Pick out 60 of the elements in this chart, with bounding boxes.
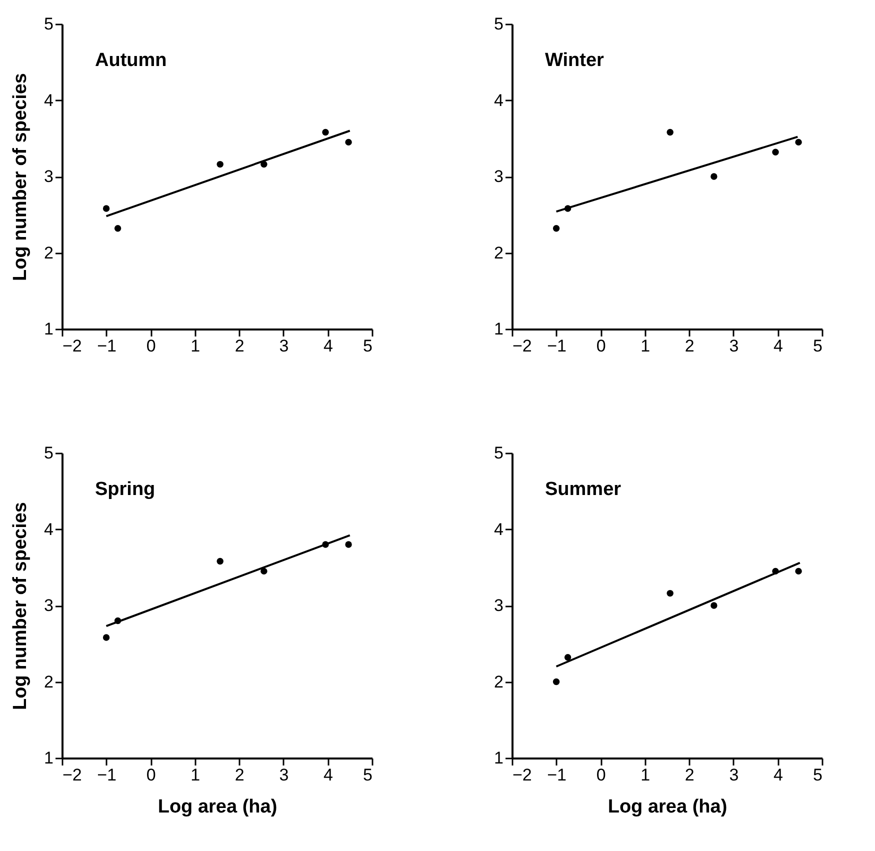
x-tick-label: 1 xyxy=(640,766,650,784)
x-tick-label: −1 xyxy=(547,336,566,356)
x-tick-label: 5 xyxy=(813,336,822,356)
x-tick-label: 4 xyxy=(323,766,333,784)
y-axis-title: Log number of species xyxy=(10,73,32,281)
y-tick-label: 3 xyxy=(44,596,54,615)
y-tick-label: 5 xyxy=(494,14,504,34)
x-tick-label: 4 xyxy=(323,336,333,356)
x-tick-label: −2 xyxy=(62,766,82,784)
y-tick-label: 1 xyxy=(494,320,504,338)
x-tick-label: 4 xyxy=(773,336,783,356)
x-tick-label: 5 xyxy=(363,336,372,356)
x-tick-label: 0 xyxy=(596,766,606,784)
text: Spring xyxy=(95,479,156,500)
y-tick-label: 5 xyxy=(44,14,54,34)
x-tick-label: 0 xyxy=(146,766,156,784)
x-tick-label: 2 xyxy=(234,336,244,356)
x-tick-label: −2 xyxy=(62,336,82,356)
x-tick-label: 4 xyxy=(773,766,783,784)
x-tick-label: 5 xyxy=(813,766,822,784)
y-tick-label: 3 xyxy=(494,596,504,615)
y-tick-label: 4 xyxy=(44,90,54,110)
y-tick-label: 3 xyxy=(494,167,504,186)
x-tick-label: −1 xyxy=(97,766,116,784)
x-tick-label: 3 xyxy=(279,336,289,356)
x-tick-label: 0 xyxy=(596,336,606,356)
x-tick-label: 3 xyxy=(729,766,739,784)
x-axis-title: Log area (ha) xyxy=(608,796,728,818)
x-tick-label: −2 xyxy=(512,336,532,356)
y-tick-label: 1 xyxy=(494,748,504,768)
y-tick-label: 1 xyxy=(44,748,54,768)
y-tick-label: 2 xyxy=(494,672,504,692)
x-tick-label: 1 xyxy=(190,766,200,784)
y-tick-label: 4 xyxy=(44,520,54,539)
y-tick-label: 4 xyxy=(494,90,504,110)
text: Summer xyxy=(545,479,622,500)
x-tick-label: 0 xyxy=(146,336,156,356)
x-tick-label: 2 xyxy=(234,766,244,784)
y-tick-label: 3 xyxy=(44,167,54,186)
y-tick-label: 2 xyxy=(44,243,54,262)
x-tick-label: −1 xyxy=(547,766,566,784)
x-tick-label: 1 xyxy=(190,336,200,356)
y-tick-label: 4 xyxy=(494,520,504,539)
x-tick-label: −2 xyxy=(512,766,532,784)
y-tick-label: 1 xyxy=(44,320,54,338)
x-tick-label: 1 xyxy=(640,336,650,356)
x-tick-label: −1 xyxy=(97,336,116,356)
text: Winter xyxy=(545,50,605,71)
y-axis-title: Log number of species xyxy=(10,502,32,710)
x-axis-title: Log area (ha) xyxy=(158,796,278,818)
y-tick-label: 5 xyxy=(494,444,504,462)
x-tick-label: 2 xyxy=(684,336,694,356)
y-tick-label: 2 xyxy=(44,672,54,692)
text: Autumn xyxy=(95,50,167,71)
y-tick-label: 2 xyxy=(494,243,504,262)
y-tick-label: 5 xyxy=(44,444,54,462)
x-tick-label: 2 xyxy=(684,766,694,784)
x-tick-label: 3 xyxy=(729,336,739,356)
x-tick-label: 5 xyxy=(363,766,372,784)
x-tick-label: 3 xyxy=(279,766,289,784)
